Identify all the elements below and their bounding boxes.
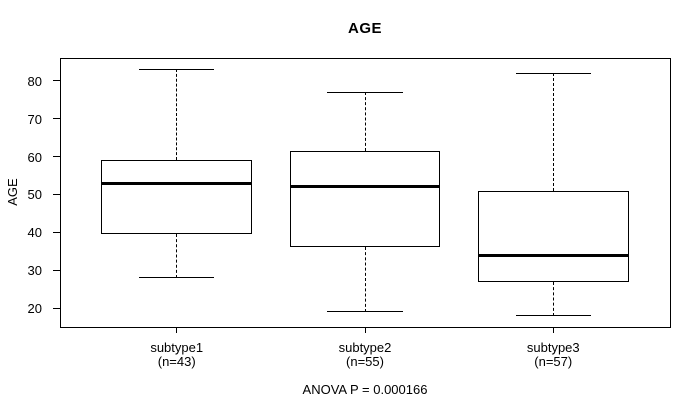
- y-tick-label: 40: [27, 225, 42, 241]
- y-tick-label: 50: [27, 187, 42, 203]
- y-tick-label: 80: [27, 73, 42, 89]
- y-tick-label: 30: [27, 263, 42, 279]
- median-line: [101, 181, 253, 185]
- y-tick-mark: [53, 156, 60, 157]
- upper-whisker-cap: [515, 72, 591, 74]
- y-tick-label: 20: [27, 301, 42, 317]
- median-line: [289, 185, 441, 189]
- lower-whisker-line: [364, 247, 366, 312]
- x-tick-mark: [552, 327, 554, 333]
- lower-whisker-line: [552, 281, 554, 316]
- y-tick-label: 70: [27, 111, 42, 127]
- anova-p-annotation: ANOVA P = 0.000166: [302, 382, 428, 397]
- upper-whisker-line: [552, 73, 554, 191]
- lower-whisker-cap: [327, 311, 403, 313]
- y-tick-label: 60: [27, 149, 42, 165]
- median-line: [477, 253, 629, 257]
- y-tick-mark: [53, 80, 60, 82]
- x-category-label: subtype1: [150, 340, 204, 355]
- x-category-label: subtype2: [338, 340, 392, 355]
- y-tick-mark: [53, 307, 60, 309]
- chart-title: AGE: [347, 20, 382, 37]
- x-category-sublabel: (n=55): [346, 354, 384, 369]
- upper-whisker-line: [364, 92, 366, 151]
- upper-whisker-cap: [139, 68, 215, 70]
- lower-whisker-cap: [515, 315, 591, 317]
- x-tick-mark: [176, 327, 178, 333]
- iqr-box: [101, 160, 253, 235]
- upper-whisker-cap: [327, 91, 403, 93]
- lower-whisker-cap: [139, 277, 215, 279]
- x-category-sublabel: (n=43): [157, 354, 196, 369]
- y-tick-mark: [53, 118, 60, 120]
- x-category-label: subtype3: [526, 340, 580, 355]
- lower-whisker-line: [176, 234, 178, 278]
- y-tick-mark: [53, 193, 60, 195]
- upper-whisker-line: [176, 69, 178, 161]
- iqr-box: [289, 150, 441, 248]
- y-tick-mark: [53, 231, 60, 233]
- iqr-box: [477, 190, 629, 282]
- x-tick-mark: [364, 327, 366, 333]
- y-tick-mark: [53, 269, 60, 271]
- x-category-sublabel: (n=57): [534, 354, 573, 369]
